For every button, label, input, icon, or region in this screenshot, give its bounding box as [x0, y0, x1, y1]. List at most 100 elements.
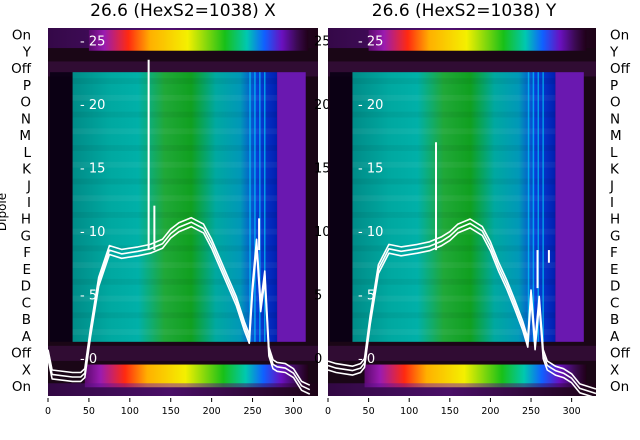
- row-label: I: [610, 195, 614, 211]
- chart-title: 26.6 (HexS2=1038) X: [90, 1, 276, 21]
- overlay-y-tick-label: - 0: [80, 352, 97, 367]
- row-label: F: [610, 245, 618, 261]
- overlay-y-tick-label-right: 10: [314, 225, 331, 240]
- overlay-y-tick-label: - 15: [358, 162, 383, 177]
- row-label: N: [610, 111, 620, 127]
- overlay-y-tick-label: - 5: [358, 288, 375, 303]
- row-stripe: [72, 178, 278, 185]
- row-stripe: [72, 245, 278, 252]
- row-stripe: [72, 312, 278, 319]
- row-label: X: [610, 362, 619, 378]
- edge-row-bottom: [48, 383, 318, 396]
- row-label: H: [21, 212, 31, 228]
- row-stripe: [352, 94, 556, 101]
- row-label: O: [610, 95, 621, 111]
- x-tick-label: 150: [441, 406, 459, 417]
- row-label: G: [21, 228, 31, 244]
- chart-title: 26.6 (HexS2=1038) Y: [372, 1, 557, 21]
- row-label: A: [610, 329, 620, 345]
- row-stripe: [72, 111, 278, 118]
- row-stripe: [72, 195, 278, 202]
- row-label: J: [609, 178, 614, 194]
- overlay-y-tick-label-right: 20: [314, 98, 331, 113]
- overlay-y-ticks: - 0 0 - 5 5 - 10 10 - 15 15 - 20 20 - 25 25: [80, 35, 331, 367]
- row-stripe: [352, 128, 556, 135]
- overlay-y-tick-label: - 20: [358, 98, 383, 113]
- row-stripe: [72, 145, 278, 151]
- row-label: C: [22, 295, 31, 311]
- overlay-y-tick-label: - 20: [80, 98, 105, 113]
- body-left-edge: [330, 72, 353, 342]
- x-ticks: 0 50 100 150 200 250 300: [45, 398, 303, 417]
- row-stripe: [352, 312, 556, 319]
- band-row-X: [364, 364, 587, 388]
- body-right-edge: [277, 72, 306, 342]
- row-stripe: [352, 161, 556, 168]
- row-label: D: [610, 279, 620, 295]
- overlay-y-tick-label-right: 0: [314, 352, 322, 367]
- x-tick-label: 100: [121, 406, 139, 417]
- row-stripe: [352, 262, 556, 269]
- off-row-bottom: [48, 345, 318, 361]
- row-stripe: [352, 178, 556, 185]
- column-streak: [264, 72, 266, 342]
- overlay-y-tick-label: - 15: [80, 162, 105, 177]
- row-stripe: [352, 278, 556, 285]
- row-label: B: [610, 312, 619, 328]
- heatmap-body: [72, 72, 278, 342]
- row-label: O: [20, 95, 31, 111]
- overlay-line: [327, 218, 597, 390]
- row-stripe: [72, 161, 278, 168]
- row-label: P: [23, 78, 31, 94]
- row-stripe: [72, 212, 278, 218]
- column-streak: [249, 72, 251, 342]
- row-label: K: [22, 162, 32, 178]
- panel-y: 26.6 (HexS2=1038) Y OnYOffPONMLKJIHGFEDC…: [325, 1, 631, 417]
- row-label: On: [610, 28, 629, 44]
- off-row-bottom: [328, 345, 596, 361]
- row-stripe: [352, 195, 556, 202]
- row-label: P: [610, 78, 618, 94]
- overlay-y-tick-label: - 25: [358, 35, 383, 50]
- row-stripe: [352, 295, 556, 302]
- row-label: On: [610, 379, 629, 395]
- row-stripe: [352, 212, 556, 218]
- row-label: K: [610, 162, 620, 178]
- row-stripe: [72, 262, 278, 269]
- overlay-y-tick-label-right: 5: [314, 288, 322, 303]
- row-stripe: [352, 78, 556, 85]
- overlay-y-tick-label: - 25: [80, 35, 105, 50]
- x-tick-label: 50: [363, 406, 375, 417]
- edge-row-bottom: [328, 383, 596, 396]
- x-tick-label: 200: [203, 406, 221, 417]
- panel-x: 26.6 (HexS2=1038) X Dipole OnYOffPONMLKJ…: [0, 1, 331, 417]
- x-tick-label: 100: [400, 406, 418, 417]
- overlay-lines: [327, 142, 597, 399]
- overlay-lines: [47, 59, 311, 395]
- row-stripe: [72, 228, 278, 235]
- column-streak: [259, 72, 261, 342]
- row-stripe: [352, 145, 556, 151]
- row-label: Off: [610, 61, 631, 77]
- x-tick-label: 250: [243, 406, 261, 417]
- x-tick-label: 0: [45, 406, 51, 417]
- row-label: On: [12, 28, 31, 44]
- row-label: Off: [11, 61, 32, 77]
- row-label: E: [610, 262, 619, 278]
- row-label: L: [610, 145, 618, 161]
- x-tick-label: 300: [563, 406, 581, 417]
- overlay-y-tick-label: - 10: [358, 225, 383, 240]
- overlay-y-ticks: - 0 - 5 - 10 - 15 - 20 - 25: [358, 35, 383, 367]
- row-label: I: [27, 195, 31, 211]
- body-right-edge: [555, 72, 584, 342]
- heatmap-area: [48, 28, 318, 396]
- row-stripe: [72, 94, 278, 101]
- x-ticks: 0 50 100 150 200 250 300: [325, 398, 581, 417]
- column-streak: [532, 72, 535, 342]
- row-stripe: [352, 329, 556, 335]
- heatmap-area: [328, 28, 596, 396]
- row-stripe: [72, 329, 278, 335]
- row-label: C: [610, 295, 619, 311]
